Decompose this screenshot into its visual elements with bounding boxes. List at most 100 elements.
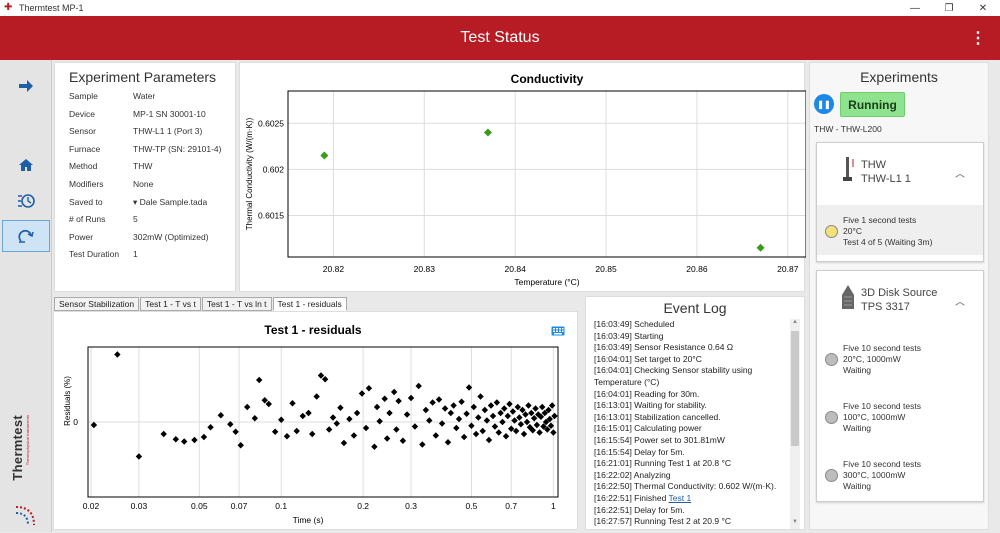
minimize-icon[interactable]: — <box>910 2 920 14</box>
event-log-scrollbar[interactable]: ▲ ▼ <box>790 319 800 529</box>
list-item[interactable]: Five 1 second tests 20°C Test 4 of 5 (Wa… <box>817 205 983 255</box>
test-description: Five 10 second tests 100°C, 1000mW Waiti… <box>843 401 921 434</box>
parameters-title: Experiment Parameters <box>69 69 217 85</box>
tab-test-1-t-vs-t[interactable]: Test 1 - T vs t <box>140 297 201 311</box>
parameter-value[interactable]: ▾ Dale Sample.tada <box>133 196 208 207</box>
data-point <box>340 439 348 447</box>
nav-test-status-button[interactable] <box>2 220 50 252</box>
log-text: [16:22:02] Analyzing <box>594 469 671 480</box>
data-point <box>489 412 497 420</box>
data-point <box>502 433 510 440</box>
chevron-up-icon[interactable]: ︿ <box>955 297 965 308</box>
log-text: [16:04:01] Set target to 20°C <box>594 353 702 364</box>
data-point <box>438 420 446 427</box>
list-item[interactable]: Five 10 second tests 100°C, 1000mW Waiti… <box>817 391 983 441</box>
nav-forward-button[interactable] <box>2 70 50 102</box>
status-dot-icon <box>825 353 838 366</box>
experiment-card-thw[interactable]: THW THW-L1 1 ︿ Five 1 second tests 20°C … <box>816 142 984 262</box>
data-point <box>523 418 531 426</box>
data-point <box>453 424 460 432</box>
log-entry: [16:04:01] Set target to 20°C <box>594 354 794 366</box>
log-entry: [16:22:51] Delay for 5m. <box>594 505 794 517</box>
scroll-down-icon[interactable]: ▼ <box>792 519 798 525</box>
wire-sensor-icon <box>843 157 854 181</box>
data-point <box>550 429 557 436</box>
log-entry: [16:22:51] Finished Test 1 <box>594 493 794 505</box>
data-point <box>483 128 492 137</box>
tab-test-1-t-vs-ln-t[interactable]: Test 1 - T vs ln t <box>201 297 272 311</box>
parameter-label: # of Runs <box>69 214 106 225</box>
data-point <box>180 438 188 445</box>
data-point <box>390 388 398 396</box>
experiments-title: Experiments <box>860 69 938 85</box>
data-point <box>455 415 463 423</box>
y-tick-label: 0.602 <box>263 164 285 174</box>
parameter-value: None <box>133 179 154 189</box>
experiment-card-3d-disk[interactable]: 3D Disk Source TPS 3317 ︿ Five 10 second… <box>816 270 984 502</box>
data-point <box>227 421 234 428</box>
log-entry: [16:04:01] Reading for 30m. <box>594 389 794 401</box>
data-point <box>472 430 480 438</box>
test-description: Five 10 second tests 300°C, 1000mW Waiti… <box>843 459 921 492</box>
data-point <box>511 417 518 424</box>
data-point <box>251 415 259 422</box>
nav-home-button[interactable] <box>2 149 50 181</box>
thermtest-app-icon: ✚ <box>4 2 13 13</box>
data-point <box>271 428 279 435</box>
restore-icon[interactable]: ❐ <box>944 2 954 14</box>
conductivity-chart: Conductivity 20.82 20.83 20.84 20.85 20.86 20.… <box>245 72 807 287</box>
data-point <box>299 412 306 420</box>
log-text: [16:22:50] Thermal Conductivity: 0.602 W… <box>594 481 777 492</box>
card-sensor: TPS 3317 <box>861 301 910 313</box>
data-point <box>386 409 393 417</box>
parameter-value: 5 <box>133 214 138 225</box>
parameter-value: MP-1 SN 30001-10 <box>133 108 206 119</box>
data-point <box>495 429 502 436</box>
tab-sensor-stabilization[interactable]: Sensor Stabilization <box>54 297 140 311</box>
parameter-value: THW <box>133 161 153 172</box>
data-point <box>481 406 489 414</box>
log-text: [16:15:54] Power set to 301.81mW <box>594 434 725 445</box>
data-point <box>514 403 521 411</box>
chevron-up-icon[interactable]: ︿ <box>955 169 965 180</box>
plot-area <box>287 90 807 258</box>
keyboard-icon[interactable] <box>551 326 565 336</box>
test-description: Five 1 second tests 20°C Test 4 of 5 (Wa… <box>843 215 932 248</box>
data-point <box>407 394 415 402</box>
data-point <box>371 443 378 450</box>
parameter-row: Test Duration 1 <box>69 249 239 266</box>
log-text: [16:15:01] Calculating power <box>594 423 702 434</box>
card-header[interactable]: 3D Disk Source TPS 3317 ︿ <box>817 271 983 333</box>
more-menu-icon[interactable]: ⋮ <box>970 30 986 47</box>
list-item[interactable]: Five 10 second tests 20°C, 1000mW Waitin… <box>817 333 983 383</box>
card-header[interactable]: THW THW-L1 1 ︿ <box>817 143 983 205</box>
pause-icon: ❚❚ <box>817 99 831 109</box>
scroll-up-icon[interactable]: ▲ <box>792 319 798 325</box>
test-line: Waiting <box>843 423 872 433</box>
log-entry: [16:04:01] Checking Sensor stability usi… <box>594 365 794 377</box>
event-log-title: Event Log <box>663 300 727 316</box>
data-point <box>419 441 426 448</box>
data-point <box>237 442 244 449</box>
plot-border <box>87 346 559 498</box>
y-tick-label: 0.6015 <box>258 211 284 221</box>
data-point <box>539 403 546 411</box>
arrow-right-icon <box>19 80 33 92</box>
data-point <box>463 410 470 417</box>
tab-test-1-residuals[interactable]: Test 1 - residuals <box>272 297 347 311</box>
test-line: 20°C <box>843 226 862 236</box>
parameter-row: Sample Water <box>69 91 239 108</box>
disk-sensor-icon <box>842 285 854 309</box>
app-header: Test Status ⋮ <box>0 16 1000 60</box>
pause-button[interactable]: ❚❚ <box>814 94 834 114</box>
scrollbar-thumb[interactable] <box>791 331 799 446</box>
data-point <box>499 418 506 426</box>
data-point <box>529 427 536 434</box>
nav-history-button[interactable] <box>2 185 50 217</box>
close-icon[interactable]: ✕ <box>978 2 988 14</box>
test-result-link[interactable]: Test 1 <box>668 492 692 503</box>
data-point <box>548 402 556 409</box>
parameter-row: Sensor THW-L1 1 (Port 3) <box>69 126 239 143</box>
data-point <box>520 430 528 438</box>
list-item[interactable]: Five 10 second tests 300°C, 1000mW Waiti… <box>817 449 983 499</box>
